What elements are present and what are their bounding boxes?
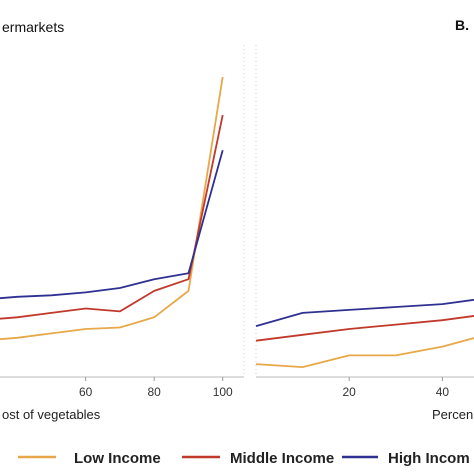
panel-a-series-low-income	[0, 76, 224, 341]
legend-label-middle-income: Middle Income	[230, 450, 334, 467]
panel-b-chart: B. Percen 20 40	[255, 17, 474, 422]
panel-a-x-tick-label-100: 100	[213, 385, 233, 399]
panel-b-series-middle-income	[255, 315, 474, 342]
panel-b-series-high-income	[255, 298, 474, 327]
panel-b-x-label: Percen	[432, 407, 473, 422]
panel-b-x-ticks: 20 40	[343, 377, 450, 399]
legend-label-high-income: High Incom	[388, 450, 470, 467]
panel-b-series	[255, 298, 474, 369]
legend-label-low-income: Low Income	[74, 450, 161, 467]
panel-a-series-high-income	[0, 150, 224, 300]
panel-b-x-tick-label-40: 40	[436, 385, 450, 399]
panel-b-x-tick-label-20: 20	[343, 385, 357, 399]
panel-b-series-low-income	[255, 337, 474, 369]
panel-a-series-middle-income	[0, 114, 224, 320]
panel-a-x-ticks: 60 80 100	[79, 377, 233, 399]
panel-a-x-tick-label-80: 80	[148, 385, 162, 399]
panel-a-x-label: ost of vegetables	[2, 407, 101, 422]
panel-a-series	[0, 76, 224, 341]
panel-a-x-tick-label-60: 60	[79, 385, 93, 399]
panel-a-chart: ermarkets ost of vegetables 60 80 100	[0, 19, 245, 422]
panel-b-letter: B.	[455, 17, 469, 33]
panel-a-title: ermarkets	[2, 19, 64, 35]
legend: Low Income Middle Income High Incom	[18, 450, 470, 467]
